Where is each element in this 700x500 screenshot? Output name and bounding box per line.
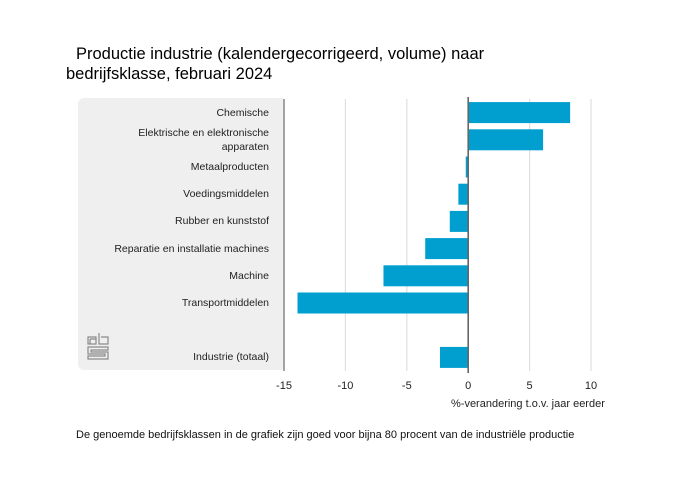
- category-label-line: Transportmiddelen: [181, 297, 269, 309]
- x-tick-label: 0: [465, 380, 471, 392]
- category-label: Transportmiddelen: [83, 296, 283, 310]
- bar: [297, 292, 469, 314]
- category-label-line: Chemische: [216, 106, 269, 119]
- bar: [458, 183, 469, 205]
- x-axis-label: %-verandering t.o.v. jaar eerder: [451, 398, 605, 410]
- category-label-line: Reparatie en installatie machines: [114, 242, 269, 255]
- category-label-line: Elektrische en elektronische: [138, 126, 269, 139]
- bar: [468, 129, 544, 151]
- category-label-line: Machine: [229, 269, 269, 282]
- bar: [449, 210, 469, 232]
- bar: [468, 102, 571, 124]
- cbs-logo-icon: [87, 333, 109, 360]
- chart-title-line-1: Productie industrie (kalendergecorrigeer…: [76, 45, 485, 63]
- category-label-line: apparaten: [221, 140, 269, 153]
- category-label-line: Metaalproducten: [190, 161, 269, 173]
- category-label: Elektrische en elektronische apparaten: [83, 126, 283, 154]
- category-label: Metaalproducten: [83, 160, 283, 174]
- x-tick-label: -15: [276, 380, 292, 392]
- footnote: De genoemde bedrijfsklassen in de grafie…: [76, 429, 575, 441]
- category-label: Machine: [83, 269, 283, 283]
- chart-title-line-2: bedrijfsklasse, februari 2024: [66, 65, 273, 83]
- bar: [439, 346, 469, 368]
- category-label: Industrie (totaal): [83, 350, 283, 364]
- category-label: Reparatie en installatie machines: [83, 242, 283, 256]
- category-label: Rubber en kunststof: [83, 214, 283, 228]
- category-label-line: Rubber en kunststof: [175, 215, 269, 228]
- category-label-line: Industrie (totaal): [193, 351, 269, 364]
- category-label: Chemische: [83, 106, 283, 120]
- x-tick-label: 5: [527, 380, 533, 392]
- bar: [425, 238, 469, 260]
- bar: [465, 156, 469, 178]
- category-label-line: Voedingsmiddelen: [183, 188, 269, 201]
- x-tick-label: -5: [402, 380, 412, 392]
- x-tick-label: -10: [337, 380, 353, 392]
- chart-title: Productie industrie (kalendergecorrigeer…: [66, 44, 486, 84]
- category-label-panel: [78, 98, 283, 370]
- bar: [383, 265, 469, 287]
- x-tick-label: 10: [585, 380, 597, 392]
- category-label: Voedingsmiddelen: [83, 187, 283, 201]
